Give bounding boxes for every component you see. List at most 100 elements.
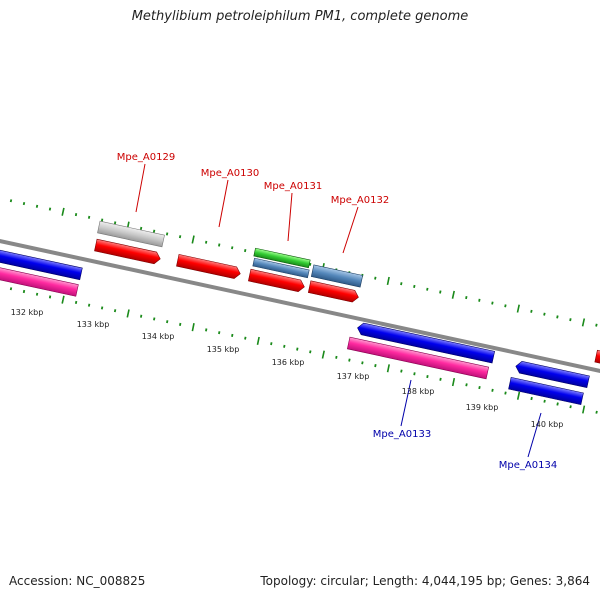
tick-mark <box>595 323 598 327</box>
gene-label-mpe-a0132[interactable]: Mpe_A0132 <box>331 195 389 206</box>
tick-mark <box>166 320 169 324</box>
gene-arrow-mpe-a0134[interactable] <box>515 360 590 389</box>
tick-mark <box>309 350 312 354</box>
tick-mark <box>9 199 13 203</box>
tick-mark <box>478 386 481 390</box>
tick-mark <box>191 323 195 332</box>
tick-mark <box>335 355 338 359</box>
tick-mark <box>309 262 312 266</box>
ruler-labels: 132 kbp 133 kbp 134 kbp 135 kbp 136 kbp … <box>11 308 564 429</box>
tick-mark <box>386 364 390 373</box>
gene-label-mpe-a0131[interactable]: Mpe_A0131 <box>264 181 322 192</box>
gene-feature-blue-left[interactable] <box>0 246 83 281</box>
tick-mark <box>516 304 520 313</box>
tick-mark <box>205 240 208 244</box>
ruler-label: 135 kbp <box>207 345 240 354</box>
tick-mark <box>152 229 156 233</box>
gene-arrow-next-partial[interactable] <box>594 349 600 365</box>
tick-mark <box>465 383 468 387</box>
ruler-label: 138 kbp <box>402 387 435 396</box>
gene-feature-mpe-a0132-steel[interactable] <box>310 264 364 288</box>
tick-mark <box>48 207 52 211</box>
tick-mark <box>178 235 182 239</box>
tick-mark <box>439 377 442 381</box>
gene-label-mpe-a0129[interactable]: Mpe_A0129 <box>117 152 175 163</box>
tick-mark <box>569 318 572 322</box>
tick-mark <box>22 202 26 206</box>
tick-mark <box>569 405 572 409</box>
ruler-label: 132 kbp <box>11 308 44 317</box>
ruler-label: 139 kbp <box>466 403 499 412</box>
tick-mark <box>530 309 533 313</box>
tick-mark <box>113 309 117 313</box>
tick-mark <box>374 364 377 368</box>
tick-mark <box>244 336 247 340</box>
ruler-label: 133 kbp <box>77 320 110 329</box>
tick-mark <box>283 344 286 348</box>
forward-label-leaders <box>135 163 359 254</box>
tick-mark <box>87 303 91 307</box>
tick-mark <box>582 405 586 414</box>
tick-mark <box>87 215 91 219</box>
gene-feature-mpe-a0131-steel[interactable] <box>252 257 310 279</box>
inner-tick-track <box>9 287 598 414</box>
tick-mark <box>35 204 39 208</box>
tick-mark <box>74 300 78 304</box>
tick-mark <box>205 328 208 332</box>
tick-mark <box>543 312 546 316</box>
tick-mark <box>478 298 481 302</box>
tick-mark <box>113 221 117 225</box>
tick-mark <box>231 333 234 337</box>
tick-mark <box>321 350 325 359</box>
genome-summary-text: Topology: circular; Length: 4,044,195 bp… <box>260 574 590 588</box>
tick-mark <box>126 309 130 318</box>
gene-feature-mpe-a0129-gray[interactable] <box>97 220 165 248</box>
tick-mark <box>256 336 260 345</box>
tick-mark <box>374 276 377 280</box>
gene-feature-mpe-a0133-pink[interactable] <box>346 336 490 380</box>
tick-mark <box>400 282 403 286</box>
tick-mark <box>516 391 521 400</box>
tick-mark <box>61 207 65 216</box>
tick-mark <box>244 249 247 253</box>
accession-text: Accession: NC_008825 <box>9 574 146 588</box>
tick-mark <box>465 296 468 300</box>
map-title: Methylibium petroleiphilum PM1, complete… <box>131 9 469 24</box>
gene-arrow-mpe-a0133[interactable] <box>356 322 495 364</box>
tick-mark <box>413 284 416 288</box>
gene-label-mpe-a0130[interactable]: Mpe_A0130 <box>201 168 259 179</box>
tick-mark <box>426 375 429 379</box>
gene-arrow-mpe-a0130[interactable] <box>176 254 241 279</box>
tick-mark <box>270 342 273 346</box>
tick-mark <box>491 388 494 392</box>
tick-mark <box>530 396 533 401</box>
tick-mark <box>595 410 598 414</box>
tick-mark <box>400 369 403 373</box>
tick-mark <box>100 306 104 310</box>
reverse-gene-labels: Mpe_A0133 Mpe_A0134 <box>373 429 557 471</box>
tick-mark <box>361 361 364 365</box>
tick-mark <box>153 317 156 321</box>
ruler-label: 137 kbp <box>337 372 370 381</box>
ruler-label: 134 kbp <box>142 332 175 341</box>
tick-mark <box>581 318 586 327</box>
gene-feature-pink-left[interactable] <box>0 263 79 297</box>
tick-mark <box>296 347 299 351</box>
gene-arrow-mpe-a0129[interactable] <box>94 238 161 265</box>
tick-mark <box>491 301 494 305</box>
gene-arrow-mpe-a0131[interactable] <box>248 268 305 293</box>
gene-feature-mpe-a0134-blue[interactable] <box>508 376 584 406</box>
gene-label-mpe-a0133[interactable]: Mpe_A0133 <box>373 429 431 440</box>
tick-mark <box>140 314 143 318</box>
gene-label-mpe-a0134[interactable]: Mpe_A0134 <box>499 460 557 471</box>
forward-gene-labels: Mpe_A0129 Mpe_A0130 Mpe_A0131 Mpe_A0132 <box>117 152 389 206</box>
gene-feature-mpe-a0131-green[interactable] <box>253 247 311 269</box>
tick-mark <box>413 372 416 376</box>
gene-arrow-mpe-a0132[interactable] <box>307 280 359 303</box>
reverse-label-leaders <box>400 379 542 458</box>
tick-mark <box>451 290 455 299</box>
tick-mark <box>165 232 169 236</box>
tick-mark <box>22 289 26 294</box>
tick-mark <box>9 287 13 291</box>
